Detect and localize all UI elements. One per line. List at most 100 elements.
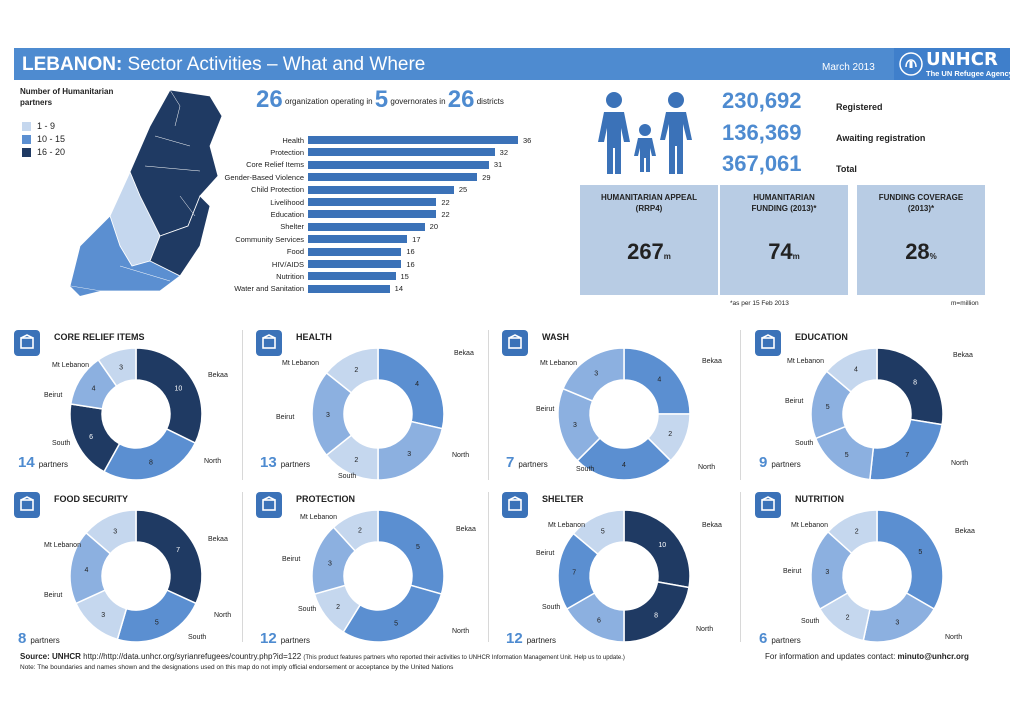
- partner-count-label: partners: [30, 636, 60, 645]
- partner-count-label: partners: [518, 460, 548, 469]
- region-label: Beirut: [783, 568, 802, 575]
- partner-count: 14 partners: [18, 454, 68, 471]
- partner-count-value: 13: [260, 454, 277, 471]
- region-label: Mt Lebanon: [787, 358, 824, 365]
- bar-row: Nutrition 15: [210, 270, 409, 282]
- slice-value-label: 5: [918, 549, 922, 556]
- panel-divider: [242, 330, 243, 480]
- wash-icon: [502, 330, 528, 356]
- bar: [308, 235, 408, 244]
- bar-row: Gender-Based Violence 29: [210, 171, 491, 183]
- slice-value-label: 3: [328, 560, 332, 567]
- slice-value-label: 3: [101, 612, 105, 619]
- region-label: South: [542, 604, 561, 611]
- slice-value-label: 4: [854, 367, 858, 374]
- donut-chart: 7 5 3 4 3: [69, 509, 203, 643]
- bar-row: Core Relief Items 31: [210, 159, 502, 171]
- coverage-title: FUNDING COVERAGE (2013)*: [878, 193, 964, 213]
- slice-value-label: 8: [913, 380, 917, 387]
- region-label: South: [52, 440, 71, 447]
- partner-count-label: partners: [38, 460, 69, 469]
- slice-value-label: 2: [354, 457, 358, 464]
- slice-value-label: 7: [905, 452, 909, 459]
- protect-icon: [256, 492, 282, 518]
- slice-value-label: 5: [826, 404, 830, 411]
- panel-education: EDUCATION 8 7 5 5 4 Bekaa North South Beirut Mt Le…: [755, 330, 999, 490]
- bar-value-label: 22: [441, 209, 450, 219]
- panel-core-relief-items: CORE RELIEF ITEMS 10 8 6 4 3 Bekaa North South Be…: [14, 330, 258, 490]
- partner-count: 12 partners: [506, 630, 556, 647]
- disclaimer-note: Note: The boundaries and names shown and…: [20, 664, 454, 671]
- legend-item-mid: 10 - 15: [22, 134, 65, 144]
- region-label: South: [795, 440, 814, 447]
- slice-value-label: 3: [407, 451, 411, 458]
- org-count: 26: [256, 86, 283, 113]
- slice-value-label: 3: [119, 364, 123, 371]
- slice-value-label: 7: [176, 547, 180, 554]
- panel-title: WASH: [542, 332, 569, 342]
- nutrition-icon: [755, 492, 781, 518]
- donut-slice-bekaa: [623, 509, 691, 589]
- region-label: North: [696, 626, 714, 633]
- bar-label: Gender-Based Violence: [224, 172, 305, 182]
- slice-value-label: 2: [358, 527, 362, 534]
- region-label: Bekaa: [208, 372, 228, 379]
- donut-slice-north: [102, 427, 197, 481]
- donut-chart: 4 2 4 3 3: [557, 347, 691, 481]
- appeal-title: HUMANITARIAN APPEAL (RRP4): [601, 193, 697, 213]
- bar-label: Livelihood: [270, 197, 304, 207]
- slice-value-label: 2: [855, 528, 859, 535]
- bar-value-label: 29: [482, 172, 491, 182]
- bar-label: Shelter: [280, 222, 304, 232]
- bar-row: Livelihood 22: [210, 196, 449, 208]
- page-title: LEBANON: Sector Activities – What and Wh…: [22, 54, 426, 75]
- bar-row: Child Protection 25: [210, 184, 467, 196]
- bar-value-label: 32: [499, 147, 508, 157]
- slice-value-label: 5: [601, 529, 605, 536]
- donut-chart: 10 8 6 4 3: [69, 347, 203, 481]
- donut-slice-north: [342, 584, 443, 643]
- region-label: Bekaa: [953, 352, 973, 359]
- region-label: Mt Lebanon: [300, 514, 337, 521]
- region-label: Mt Lebanon: [282, 360, 319, 367]
- slice-value-label: 10: [658, 542, 666, 549]
- bar: [308, 260, 402, 268]
- donut-slice-mt-lebanon: [562, 347, 625, 402]
- bar-value-label: 20: [429, 222, 438, 232]
- bar-row: Shelter 20: [210, 221, 438, 233]
- panel-health: HEALTH 4 3 2 3 2 Bekaa North South Beirut Mt Leban…: [256, 330, 500, 490]
- funding-value: 74m: [768, 239, 800, 264]
- bar: [308, 210, 437, 219]
- bar-label: HIV/AIDS: [271, 259, 304, 269]
- partner-count-value: 12: [506, 630, 523, 647]
- bar-value-label: 31: [493, 160, 503, 170]
- bar-row: Education 22: [210, 208, 450, 220]
- donut-slice-bekaa: [876, 347, 944, 426]
- partner-count-value: 6: [759, 630, 768, 647]
- lebanon-map: [69, 89, 223, 296]
- legend-swatch: [22, 134, 31, 144]
- legend-swatch: [22, 121, 31, 131]
- sector-bar-chart: Health 36 Protection 32 Core Relief Items 31 G…: [210, 134, 540, 300]
- region-label: Beirut: [536, 550, 555, 557]
- total-label: Total: [836, 164, 857, 174]
- panel-protection: PROTECTION 5 5 2 3 2 Bekaa North South Beirut Mt L…: [256, 492, 500, 652]
- region-label: Mt Lebanon: [44, 542, 81, 549]
- bar-row: Food 16: [210, 246, 415, 258]
- panel-nutrition: NUTRITION 5 3 2 3 2 Bekaa North South Beirut Mt Le…: [755, 492, 999, 652]
- region-label: South: [188, 634, 207, 641]
- refugee-family-icon: [598, 92, 692, 174]
- region-label: Bekaa: [454, 350, 474, 357]
- donut-slice-mt-lebanon: [97, 347, 137, 388]
- panel-divider: [488, 492, 489, 642]
- region-label: Beirut: [536, 406, 555, 413]
- panel-divider: [488, 330, 489, 480]
- slice-value-label: 4: [85, 567, 89, 574]
- slice-value-label: 10: [175, 386, 183, 393]
- partner-count: 6 partners: [759, 630, 801, 647]
- bar-value-label: 15: [400, 271, 409, 281]
- region-label: South: [576, 466, 595, 473]
- region-label: Beirut: [282, 556, 301, 563]
- donut-slice-bekaa: [135, 347, 203, 445]
- region-label: South: [338, 473, 357, 480]
